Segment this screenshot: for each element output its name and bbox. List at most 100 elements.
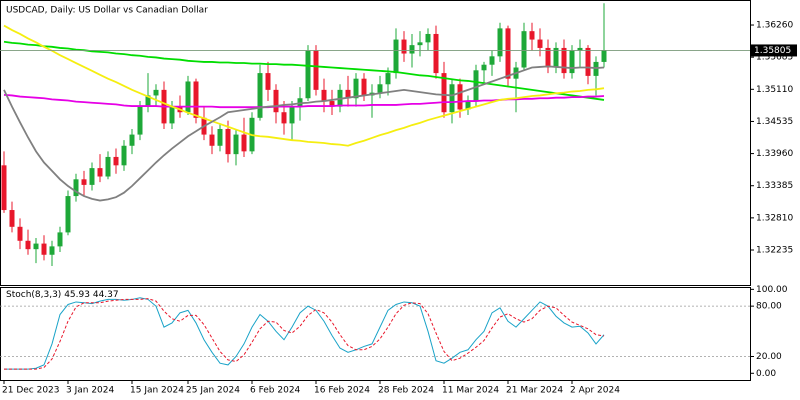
x-tick-label: 3 Jan 2024	[66, 386, 114, 396]
candle-body	[489, 56, 495, 65]
candle-body	[313, 50, 319, 90]
candle-body	[505, 28, 511, 79]
candle-body	[25, 240, 31, 250]
candle-body	[377, 84, 383, 93]
candle-body	[169, 106, 175, 124]
x-tick-label: 21 Mar 2024	[506, 386, 563, 396]
candle-body	[577, 47, 583, 51]
candle-body	[233, 134, 239, 155]
moving-average	[3, 40, 605, 101]
y-tick-label: 100.00	[756, 285, 788, 295]
candle-body	[497, 28, 503, 57]
y-tick-label: 1.34535	[756, 117, 793, 127]
y-tick-label: 1.35110	[756, 85, 793, 95]
current-price-box	[751, 44, 797, 57]
candle-body	[545, 47, 551, 68]
candle-body	[457, 84, 463, 110]
candle-body	[521, 31, 527, 68]
candle-body	[433, 33, 439, 74]
candle-body	[241, 134, 247, 152]
candle-body	[305, 50, 311, 99]
candle-body	[329, 101, 335, 107]
candle-body	[361, 78, 367, 96]
x-tick-label: 25 Jan 2024	[186, 386, 240, 396]
x-tick-label: 11 Mar 2024	[442, 386, 499, 396]
candle-body	[401, 39, 407, 54]
candle-body	[145, 95, 151, 107]
stoch-line	[4, 298, 605, 370]
candle-body	[113, 156, 119, 166]
candle-body	[153, 89, 159, 96]
y-tick-label: 1.33385	[756, 181, 793, 191]
candle-body	[89, 168, 95, 185]
x-tick-label: 6 Feb 2024	[250, 386, 301, 396]
candle-body	[409, 45, 415, 54]
candle-body	[185, 81, 191, 113]
y-tick-label: 1.33960	[756, 149, 793, 159]
candle-body	[33, 243, 39, 250]
y-tick-label: 20.00	[756, 352, 782, 362]
candle-body	[281, 112, 287, 124]
candle-body	[49, 246, 55, 255]
candle-body	[81, 179, 87, 185]
candle-body	[273, 89, 279, 113]
y-tick-label: 1.32235	[756, 246, 793, 256]
candle-body	[105, 156, 111, 177]
candle-body	[561, 47, 567, 74]
candle-body	[569, 50, 575, 74]
candle-body	[217, 128, 223, 146]
stoch-line	[4, 297, 605, 370]
candle-body	[17, 226, 23, 241]
candle-body	[41, 243, 47, 255]
candle-body	[345, 89, 351, 99]
current-price-label: 1.35805	[754, 46, 791, 56]
candle-body	[417, 42, 423, 46]
chart-title: USDCAD, Daily: US Dollar vs Canadian Dol…	[6, 6, 208, 16]
candle-body	[265, 73, 271, 90]
candle-body	[585, 47, 591, 76]
candle-body	[393, 39, 399, 74]
candle-body	[209, 134, 215, 146]
candle-body	[289, 106, 295, 124]
candle-body	[129, 134, 135, 146]
candle-body	[121, 145, 127, 166]
main-panel	[0, 0, 751, 286]
candle-body	[441, 73, 447, 113]
candle-body	[537, 39, 543, 48]
moving-average	[3, 65, 605, 202]
candle-body	[137, 106, 143, 135]
x-tick-label: 2 Apr 2024	[570, 386, 620, 396]
y-tick-label: 80.00	[756, 302, 782, 312]
x-tick-label: 28 Feb 2024	[378, 386, 434, 396]
moving-average	[3, 24, 605, 147]
x-tick-label: 21 Dec 2023	[2, 386, 60, 396]
stoch-panel	[0, 287, 751, 381]
candle-body	[473, 70, 479, 102]
stoch-header: Stoch(8,3,3) 45.93 44.37	[6, 290, 119, 300]
candle-body	[449, 84, 455, 113]
candle-body	[353, 78, 359, 99]
stoch-d-value: 44.37	[93, 290, 119, 300]
y-tick-label: 0.00	[756, 369, 776, 379]
candle-body	[65, 196, 71, 233]
candle-body	[601, 50, 607, 62]
candle-body	[257, 73, 263, 118]
candle-body	[465, 101, 471, 110]
candle-body	[321, 89, 327, 102]
x-tick-label: 15 Jan 2024	[130, 386, 184, 396]
candle-body	[553, 47, 559, 68]
x-tick-label: 16 Feb 2024	[314, 386, 370, 396]
candle-body	[57, 232, 63, 247]
candle-body	[481, 64, 487, 71]
stoch-label: Stoch(8,3,3)	[6, 290, 61, 300]
stoch-k-value: 45.93	[64, 290, 90, 300]
candle-body	[97, 168, 103, 177]
candle-body	[225, 128, 231, 155]
candle-body	[425, 33, 431, 43]
y-tick-label: 1.35685	[756, 53, 793, 63]
candle-body	[73, 179, 79, 197]
candle-body	[385, 73, 391, 85]
y-tick-label: 1.32810	[756, 213, 793, 223]
